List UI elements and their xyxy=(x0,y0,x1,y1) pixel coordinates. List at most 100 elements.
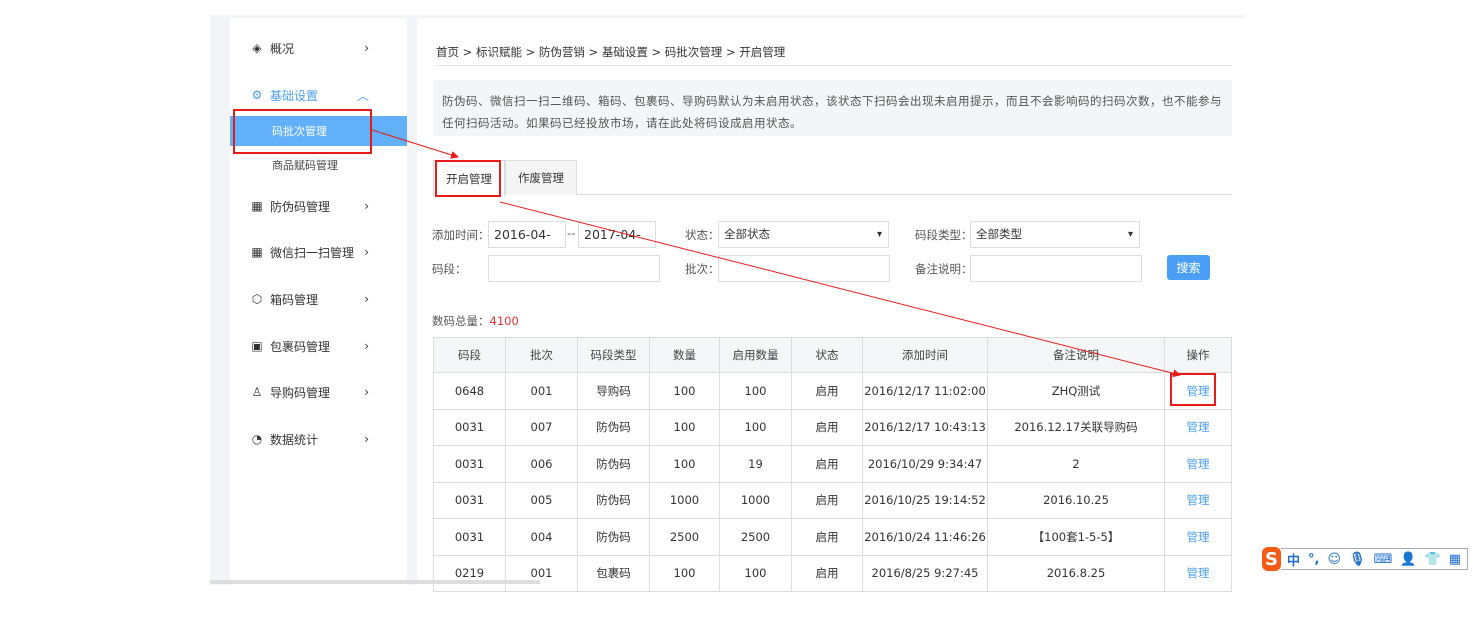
emoji-icon[interactable]: ☺ xyxy=(1327,551,1342,567)
arrow-to-tab xyxy=(371,129,459,159)
sidebar-item-label: 导购码管理 xyxy=(270,385,331,400)
table-cell: 100 xyxy=(719,408,792,446)
sidebar-item-label: 箱码管理 xyxy=(270,292,319,307)
table-cell: 005 xyxy=(505,481,578,519)
manage-link[interactable]: 管理 xyxy=(1164,518,1232,556)
sidebar-item-6[interactable]: ♙ 导购码管理 › xyxy=(230,374,407,410)
batch-label: 批次： xyxy=(685,262,720,276)
remark-input[interactable] xyxy=(970,255,1142,282)
table-cell: 2016/12/17 10:43:13 xyxy=(862,408,988,446)
sidebar-item-7[interactable]: ◔ 数据统计 › xyxy=(230,421,407,457)
sidebar-item-0[interactable]: ◈ 概况 › xyxy=(230,30,407,66)
sidebar-item-3[interactable]: ▦ 微信扫一扫管理 › xyxy=(230,234,407,270)
table-cell: 2016/8/25 9:27:45 xyxy=(862,554,988,592)
table-cell: 启用 xyxy=(791,518,863,556)
sidebar-item-label: 包裹码管理 xyxy=(270,339,331,354)
grid-menu-icon[interactable]: ▦ xyxy=(1448,551,1461,567)
sidebar-item-5[interactable]: ▣ 包裹码管理 › xyxy=(230,328,407,364)
column-header: 备注说明 xyxy=(987,337,1165,373)
chevron-right-icon: › xyxy=(364,292,369,306)
type-label: 码段类型： xyxy=(915,228,973,242)
table-cell: ZHQ测试 xyxy=(987,372,1165,410)
table-cell: 2016/10/29 9:34:47 xyxy=(862,445,988,483)
layers-icon: ◈ xyxy=(252,41,262,55)
annotation-box-manage xyxy=(1170,373,1216,406)
table-cell: 导购码 xyxy=(577,372,650,410)
manage-link[interactable]: 管理 xyxy=(1164,554,1232,592)
search-button[interactable]: 搜索 xyxy=(1167,255,1210,280)
tab-void[interactable]: 作废管理 xyxy=(505,160,577,195)
chevron-up-icon: ︿ xyxy=(356,88,369,103)
annotation-box-tab xyxy=(435,160,501,197)
table-cell: 启用 xyxy=(791,554,863,592)
sidebar-item-label: 防伪码管理 xyxy=(270,199,331,214)
tab-enable[interactable]: 开启管理 xyxy=(433,160,505,196)
total-count: 数码总量：4100 xyxy=(432,313,519,329)
total-value: 4100 xyxy=(489,314,519,328)
status-select[interactable]: 全部状态 xyxy=(718,221,889,248)
skin-shirt-icon[interactable]: 👕 xyxy=(1424,551,1441,567)
arrow-to-manage xyxy=(499,201,1181,378)
sidebar xyxy=(230,18,407,585)
table-row: 0031 005 防伪码 1000 1000 启用 2016/10/25 19:14:52 2… xyxy=(433,481,1232,519)
horizontal-scrollbar[interactable] xyxy=(210,580,540,584)
segment-label: 码段： xyxy=(432,262,467,276)
box-icon: ⬡ xyxy=(251,292,263,306)
breadcrumb: 首页 > 标识赋能 > 防伪营销 > 基础设置 > 码批次管理 > 开启管理 xyxy=(436,44,1232,66)
remark-label: 备注说明： xyxy=(915,262,973,276)
sidebar-item-label: 微信扫一扫管理 xyxy=(270,245,355,260)
table-cell: 2016/10/24 11:46:26 xyxy=(862,518,988,556)
keyboard-icon[interactable]: ⌨ xyxy=(1373,551,1393,567)
status-label: 状态： xyxy=(685,228,720,242)
sidebar-subitem-0[interactable]: 码批次管理 xyxy=(230,116,407,146)
date-label: 添加时间： xyxy=(432,228,490,242)
table-cell: 0648 xyxy=(433,372,506,410)
package-icon: ▣ xyxy=(251,339,263,353)
segment-input[interactable] xyxy=(488,255,660,282)
table-cell: 1000 xyxy=(649,481,720,519)
user-icon[interactable]: 👤 xyxy=(1400,551,1417,567)
sidebar-subitem-1[interactable]: 商品赋码管理 xyxy=(272,159,338,172)
annotation-box-sidebar xyxy=(233,109,372,154)
sidebar-item-2[interactable]: ▦ 防伪码管理 › xyxy=(230,188,407,224)
table-cell: 包裹码 xyxy=(577,554,650,592)
column-header: 码段类型 xyxy=(577,337,650,373)
table-cell: 防伪码 xyxy=(577,481,650,519)
qrcode-icon: ▦ xyxy=(251,199,263,213)
pie-chart-icon: ◔ xyxy=(251,432,263,446)
sogou-logo-icon[interactable]: S xyxy=(1262,547,1282,571)
column-header: 状态 xyxy=(791,337,863,373)
batch-input[interactable] xyxy=(718,255,890,282)
type-select[interactable]: 全部类型 xyxy=(970,221,1140,248)
ime-lang[interactable]: 中 xyxy=(1287,553,1301,569)
table-cell: 2016.12.17关联导购码 xyxy=(987,408,1165,446)
gear-icon: ⚙ xyxy=(251,88,263,102)
chevron-right-icon: › xyxy=(364,339,369,353)
table-cell: 0031 xyxy=(433,481,506,519)
column-header: 启用数量 xyxy=(719,337,792,373)
total-label: 数码总量： xyxy=(432,314,490,328)
microphone-icon[interactable]: 🎙 xyxy=(1349,551,1366,567)
sidebar-item-4[interactable]: ⬡ 箱码管理 › xyxy=(230,281,407,317)
sidebar-item-label: 概况 xyxy=(270,41,295,56)
batch-table: 码段 批次 码段类型 数量 启用数量 状态 添加时间 备注说明 操作 0648 001 导购码 100… xyxy=(433,337,1232,592)
manage-link[interactable]: 管理 xyxy=(1164,481,1232,519)
ime-punct[interactable]: °, xyxy=(1308,551,1320,567)
notice: 防伪码、微信扫一扫二维码、箱码、包裹码、导购码默认为未启用状态，该状态下扫码会出… xyxy=(433,80,1232,136)
tab-bar: 开启管理 作废管理 xyxy=(433,160,1232,196)
chevron-right-icon: › xyxy=(364,41,369,55)
ime-toolbar: S 中 °, ☺ 🎙 ⌨ 👤 👕 ▦ xyxy=(1262,545,1468,573)
chevron-right-icon: › xyxy=(364,432,369,446)
table-row: 0031 007 防伪码 100 100 启用 2016/12/17 10:43:13 201… xyxy=(433,408,1232,446)
chevron-right-icon: › xyxy=(364,385,369,399)
table-cell: 001 xyxy=(505,554,578,592)
chevron-right-icon: › xyxy=(364,199,369,213)
table-cell: 启用 xyxy=(791,372,863,410)
sidebar-item-1[interactable]: ⚙ 基础设置 ︿ xyxy=(230,77,407,113)
column-header: 码段 xyxy=(433,337,506,373)
date-sep: -- xyxy=(567,226,576,240)
sidebar-item-label: 基础设置 xyxy=(270,88,319,103)
table-cell: 0031 xyxy=(433,518,506,556)
column-header: 批次 xyxy=(505,337,578,373)
